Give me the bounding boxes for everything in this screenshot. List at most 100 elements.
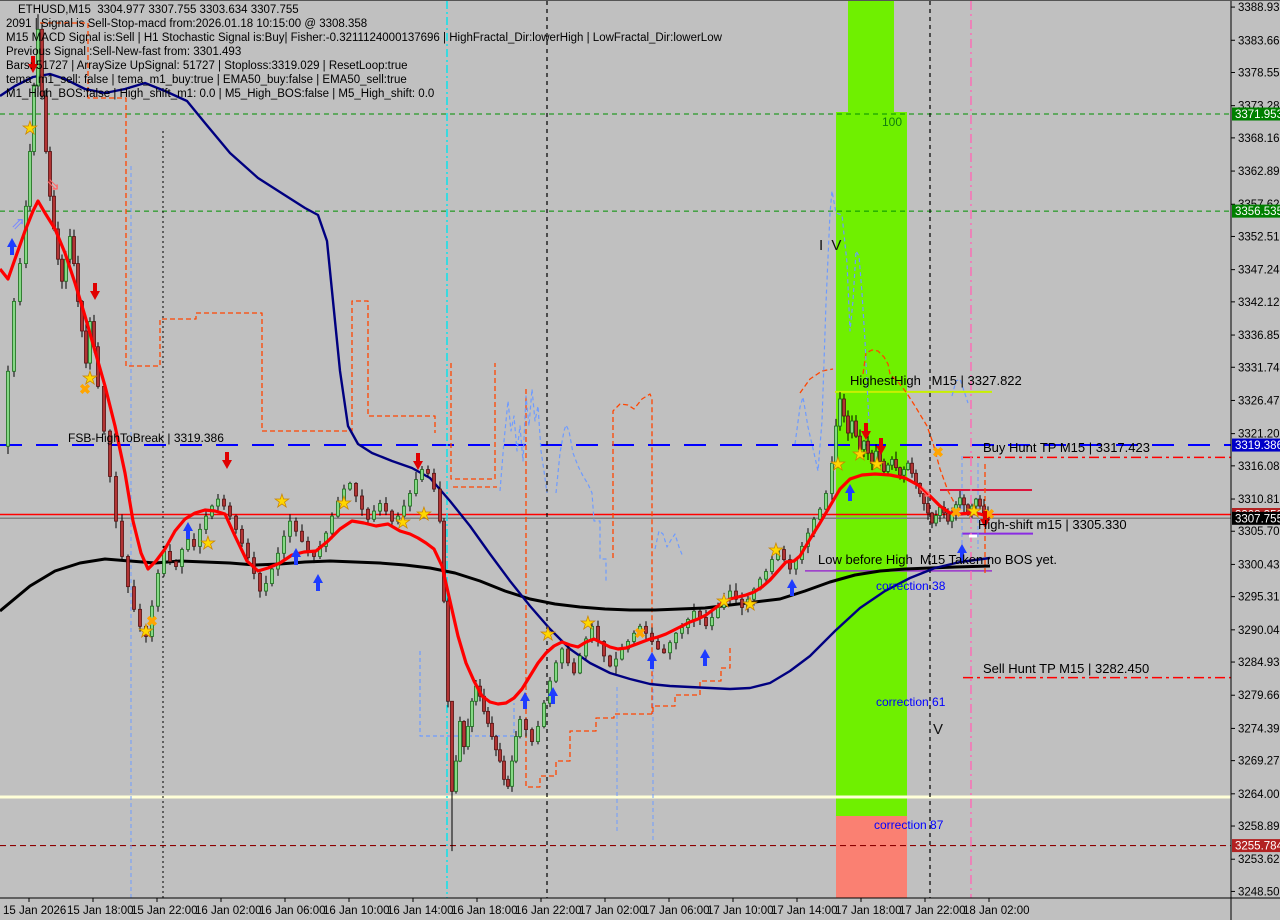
candle-bull [36,28,40,87]
x-cross-icon: ✖ [983,506,995,522]
candle-bull [408,493,412,507]
price-axis-label: 3284.930 [1238,657,1280,669]
hollow-buy-arrow-icon: ⇗ [11,214,25,233]
candle-bull [288,520,292,537]
candle-bear [48,151,52,197]
time-axis-label: 16 Jan 06:00 [259,905,326,917]
candle-bull [150,605,154,637]
sell-arrow-icon [90,283,100,300]
candle-bear [390,510,394,522]
candle-bear [168,550,172,562]
candle-bear [704,617,708,627]
candle-bull [838,398,842,427]
price-axis-label: 3347.240 [1238,265,1280,277]
candle-bear [102,386,106,432]
candle-bear [306,540,310,552]
candle-bear [524,719,528,731]
candle-bull [372,510,376,520]
sell-arrow-icon [28,56,38,73]
candle-bear [602,641,606,657]
candle-bear [866,440,870,454]
time-axis-label: 18 Jan 02:00 [963,905,1030,917]
star-signal-icon: ★ [540,624,556,644]
price-axis-label: 3274.390 [1238,723,1280,735]
candle-bear [882,460,886,472]
candle-bull [6,370,10,447]
candle-bull [518,719,522,737]
candle-bear [858,435,862,450]
hollow-sell-arrow-icon: ⇘ [46,175,60,194]
buy-arrow-icon [787,579,797,596]
price-axis-label: 3295.315 [1238,592,1280,604]
price-axis-label: 3331.740 [1238,362,1280,374]
price-axis-label: 3321.200 [1238,429,1280,441]
price-axis-label: 3378.550 [1238,67,1280,79]
candle-bear [782,549,786,560]
candle-bull [510,760,514,787]
candle-bull [458,721,462,762]
candle-bear [644,625,648,634]
candle-bull [584,638,588,657]
price-axis-label: 3368.165 [1238,133,1280,145]
candle-bear [740,598,744,608]
fib-zone-band [848,1,894,112]
candle-bear [138,608,142,627]
fractal-envelope-orange [40,22,436,433]
candle-bear [788,559,792,570]
candle-bear [132,586,136,610]
candle-bull [834,425,838,464]
star-signal-icon: ★ [416,504,432,524]
fractal-envelope-orange [450,363,496,480]
candle-bear [144,625,148,637]
candle-bull [554,662,558,682]
price-axis-label: 3326.470 [1238,395,1280,407]
price-pill-label: 3356.535 [1235,206,1280,218]
candle-bear [854,420,858,437]
candle-bull [68,236,72,260]
candle-bull [764,571,768,580]
candle-bull [890,459,894,466]
candle-bull [270,568,274,584]
candle-bear [498,749,502,762]
candle-bull [348,482,352,490]
price-axis-label: 3248.505 [1238,886,1280,898]
candle-bull [470,700,474,727]
candle-bull [330,515,334,534]
candle-bear [240,528,244,544]
candle-bear [926,503,930,514]
candle-bear [108,430,112,477]
candle-bull [906,462,910,470]
price-axis-label: 3305.700 [1238,526,1280,538]
candle-bear [174,561,178,567]
candle-bull [818,508,822,520]
star-signal-icon: ★ [966,501,982,521]
x-cross-icon: ✖ [79,381,91,397]
price-axis-label: 3269.275 [1238,756,1280,768]
candle-bear [384,503,388,512]
candle-bear [910,462,914,474]
candle-bear [84,330,88,364]
price-axis-label: 3310.815 [1238,494,1280,506]
price-pill-3307.755 [1232,511,1280,525]
candle-bear [294,520,298,532]
price-axis-label: 3279.660 [1238,690,1280,702]
time-axis-label: 17 Jan 14:00 [771,905,838,917]
candle-bull [874,450,878,464]
buy-arrow-icon [647,652,657,669]
buy-arrow-icon [7,238,17,255]
candle-bull [420,469,424,481]
candle-bull [28,151,32,207]
candle-bear [462,721,466,748]
candle-bear [446,600,450,702]
candle-bull [378,503,382,512]
candle-bear [494,736,498,751]
candle-bear [246,542,250,559]
star-signal-icon: ★ [200,533,216,553]
price-axis-label: 3362.895 [1238,166,1280,178]
fractal-envelope-orange [862,349,957,507]
candle-bull [680,627,684,634]
buy-arrow-icon [520,692,530,709]
candle-bear [894,459,898,469]
fractal-envelope-orange [525,389,731,788]
